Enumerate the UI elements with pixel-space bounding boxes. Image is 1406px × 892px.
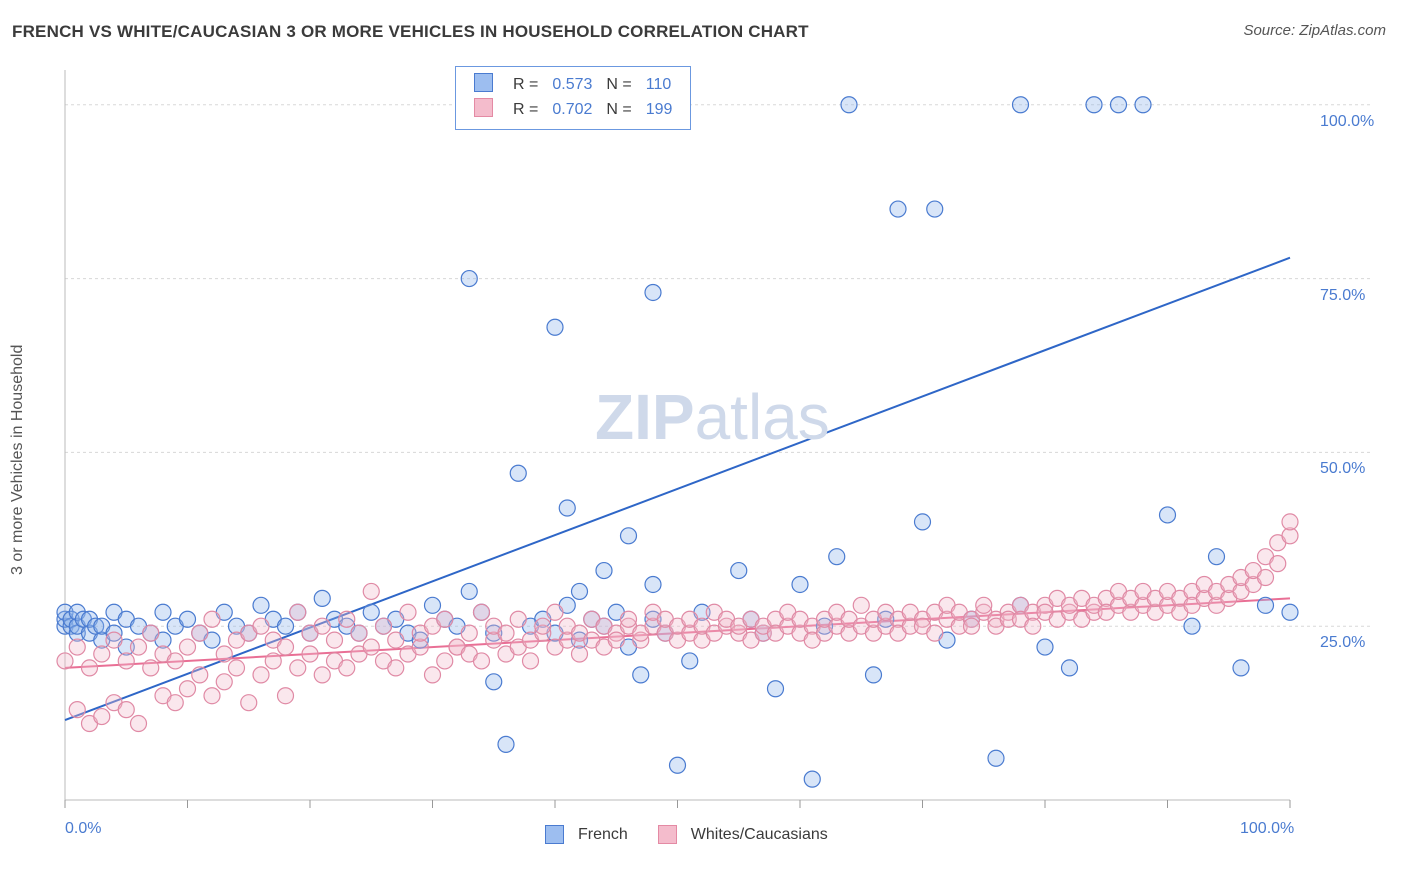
legend-label: Whites/Caucasians [691, 826, 828, 844]
y-tick-label: 100.0% [1320, 113, 1374, 131]
y-axis-label: 3 or more Vehicles in Household [8, 260, 28, 660]
plot-area [50, 60, 1310, 830]
legend-swatch [545, 825, 564, 844]
legend-item: French [545, 825, 628, 844]
chart-title: FRENCH VS WHITE/CAUCASIAN 3 OR MORE VEHI… [12, 22, 809, 42]
y-tick-label: 50.0% [1320, 460, 1365, 478]
y-tick-label: 75.0% [1320, 287, 1365, 305]
legend-swatch [658, 825, 677, 844]
legend-correlation-box: R =0.573N =110R =0.702N =199 [455, 66, 691, 130]
legend-label: French [578, 826, 628, 844]
scatter-plot-svg [50, 60, 1310, 830]
source-attribution: Source: ZipAtlas.com [1243, 22, 1386, 39]
legend-series: French Whites/Caucasians [545, 825, 828, 844]
legend-item: Whites/Caucasians [658, 825, 828, 844]
y-tick-label: 25.0% [1320, 634, 1365, 652]
x-tick-label: 100.0% [1240, 820, 1294, 838]
legend-swatch [474, 73, 493, 92]
x-tick-label: 0.0% [65, 820, 101, 838]
legend-swatch [474, 98, 493, 117]
